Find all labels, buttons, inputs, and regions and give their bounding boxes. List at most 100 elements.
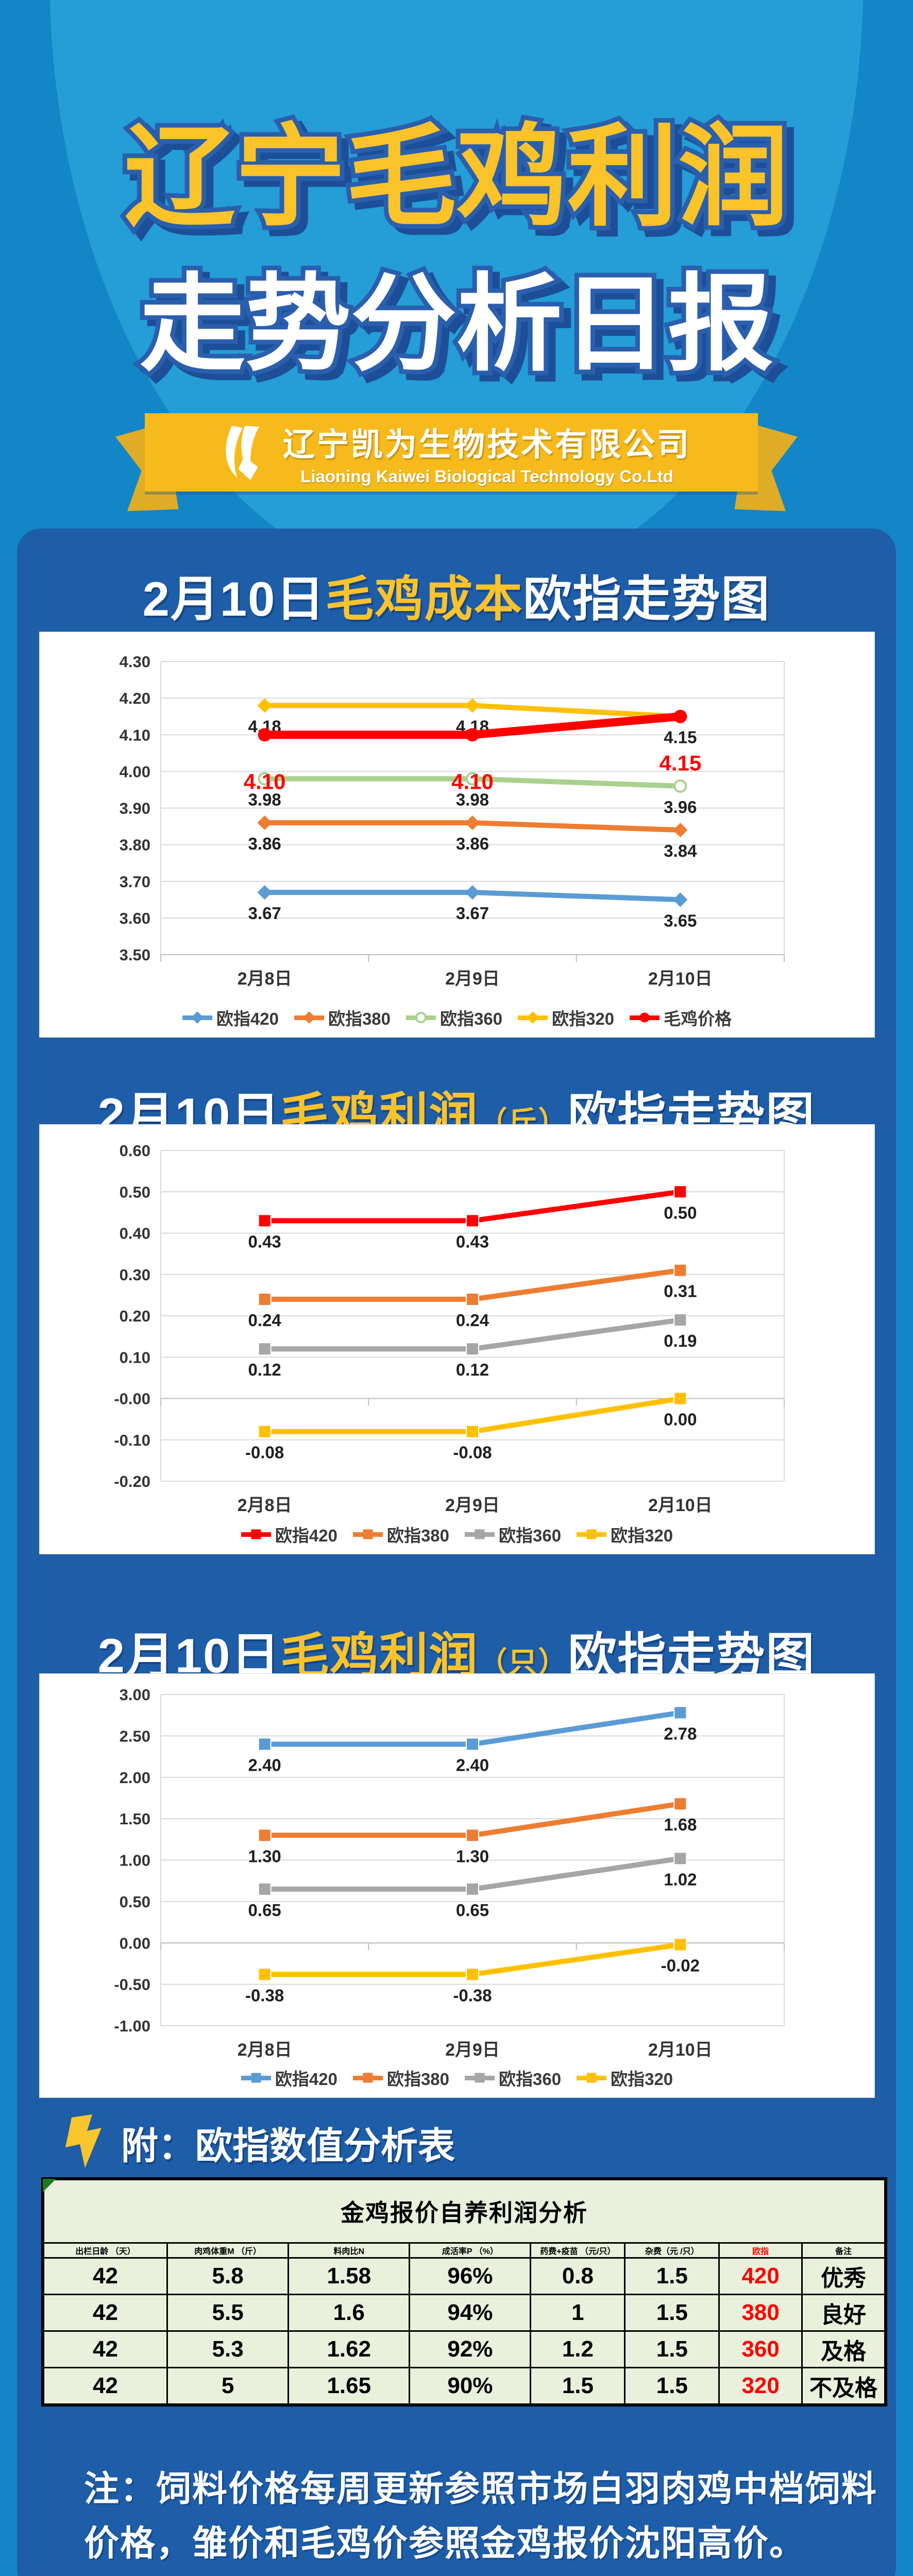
legend-item: 欧指360 [406,1005,502,1030]
svg-text:3.96: 3.96 [664,798,697,817]
svg-text:2.00: 2.00 [120,1769,150,1787]
company-name-cn: 辽宁凯为生物技术有限公司 [282,427,691,463]
footnote: 注：饲料价格每周更新参照市场白羽肉鸡中档饲料 价格，雏价和毛鸡价参照金鸡报价沈阳… [84,2462,877,2571]
table-cell: 1.5 [624,2367,720,2405]
svg-text:0.19: 0.19 [664,1331,697,1350]
svg-text:2月10日: 2月10日 [648,1496,713,1515]
table-section-heading: 附：欧指数值分析表 [63,2114,455,2170]
table-cell: 320 [718,2367,803,2405]
section-heading-cost: 2月10日毛鸡成本欧指走势图 [17,566,896,639]
table-cell: 1.6 [288,2294,411,2332]
table-header-cell: 料肉比N [288,2242,411,2259]
svg-text:3.98: 3.98 [456,790,489,809]
table-cell: 96% [409,2257,532,2295]
company-name-en: Liaoning Kaiwei Biological Technology Co… [300,467,673,486]
table-row: 42 5.3 1.62 92% 1.2 1.5 360 及格 [42,2330,886,2368]
table-header-cell: 成活率P （%） [409,2242,532,2259]
svg-text:1.30: 1.30 [248,1846,281,1866]
table-row: 42 5.8 1.58 96% 0.8 1.5 420 优秀 [42,2257,886,2295]
legend-item: 欧指380 [352,2065,449,2090]
profit-per-jin-chart-card: 0.60 0.50 0.40 0.30 0.20 0.10 -0.00 -0.10 -0.20 2… [39,1124,875,1554]
svg-text:0.12: 0.12 [248,1360,281,1379]
svg-text:0.00: 0.00 [120,1934,150,1952]
profit-per-jin-chart: 0.60 0.50 0.40 0.30 0.20 0.10 -0.00 -0.10 -0.20 2… [114,1142,785,1515]
table-row: 42 5.5 1.6 94% 1 1.5 380 良好 [42,2294,886,2332]
svg-text:3.98: 3.98 [248,790,281,809]
svg-text:0.50: 0.50 [120,1893,150,1911]
svg-text:2月8日: 2月8日 [238,2040,292,2060]
heading-highlight: 毛鸡成本 [325,572,523,626]
legend-item: 欧指320 [577,1522,673,1547]
svg-text:3.67: 3.67 [456,904,489,923]
svg-text:-0.02: -0.02 [661,1956,700,1975]
table-cell: 42 [42,2257,168,2295]
table-cell: 1.65 [288,2367,411,2405]
profit-per-bird-chart-card: 3.00 2.50 2.00 1.50 1.00 0.50 0.00 -0.50 -1.00 2月… [39,1673,875,2098]
svg-text:0.50: 0.50 [664,1203,697,1222]
table-heading-text: 附：欧指数值分析表 [121,2125,455,2167]
svg-text:1.30: 1.30 [456,1846,489,1866]
legend-item: 毛鸡价格 [630,1005,732,1030]
table-cell: 1.5 [624,2257,720,2295]
legend-item: 欧指420 [241,1522,337,1547]
legend-item: 欧指320 [577,2065,673,2090]
svg-text:-0.20: -0.20 [114,1472,150,1490]
svg-text:4.00: 4.00 [120,762,150,781]
cost-trend-chart: 4.30 4.20 4.10 4.00 3.90 3.80 3.70 3.60 3.50 2月8日… [120,653,785,989]
table-cell: 1.5 [624,2294,720,2332]
svg-text:0.12: 0.12 [456,1360,489,1379]
svg-text:4.10: 4.10 [244,769,286,793]
svg-text:1.50: 1.50 [120,1810,150,1828]
svg-text:-0.38: -0.38 [453,1986,492,2005]
heading-date: 2月10日 [142,572,326,626]
main-title-line1: 辽宁毛鸡利润 [120,110,793,244]
table-header-cell: 肉鸡体重M （斤） [166,2242,290,2259]
content-panel: 2月10日毛鸡成本欧指走势图 4.30 4.20 4.10 4.00 3.90 3.80 3… [17,529,896,2576]
cost-trend-chart-card: 4.30 4.20 4.10 4.00 3.90 3.80 3.70 3.60 3.50 2月8日… [39,632,875,1038]
footnote-line1: 注：饲料价格每周更新参照市场白羽肉鸡中档饲料 [84,2469,878,2509]
svg-text:2月9日: 2月9日 [445,1496,500,1515]
svg-text:2月8日: 2月8日 [238,1496,292,1515]
svg-text:-0.08: -0.08 [245,1443,284,1462]
table-cell: 1.62 [288,2330,411,2368]
table-cell: 不及格 [801,2367,886,2405]
legend-item: 欧指360 [465,1522,561,1547]
svg-text:0.00: 0.00 [664,1410,697,1429]
company-logo-icon [226,426,259,480]
svg-text:3.65: 3.65 [664,911,697,930]
svg-text:-0.50: -0.50 [114,1976,150,1994]
svg-text:0.10: 0.10 [120,1348,150,1366]
svg-text:-0.38: -0.38 [245,1986,284,2005]
profit-analysis-table: 金鸡报价自养利润分析 出栏日龄 （天） 肉鸡体重M （斤） 料肉比N 成活率P （%）药… [42,2179,886,2405]
table-cell: 92% [409,2330,532,2368]
svg-text:0.31: 0.31 [664,1282,697,1301]
table-cell: 5 [166,2367,290,2405]
svg-text:3.86: 3.86 [456,834,489,853]
svg-text:-0.08: -0.08 [453,1443,492,1462]
footnote-line2: 价格，雏价和毛鸡价参照金鸡报价沈阳高价。 [84,2524,806,2563]
table-header-cell: 出栏日龄 （天） [42,2242,168,2259]
table-title: 金鸡报价自养利润分析 [43,2179,886,2244]
svg-text:0.65: 0.65 [248,1901,281,1920]
table-header-cell: 备注 [801,2242,886,2259]
table-cell: 5.5 [166,2294,290,2332]
svg-text:2月10日: 2月10日 [648,969,713,989]
svg-text:4.30: 4.30 [120,653,150,671]
svg-text:0.43: 0.43 [456,1232,489,1251]
svg-text:4.10: 4.10 [451,769,494,793]
table-cell: 42 [42,2330,168,2368]
table-cell: 94% [409,2294,532,2332]
svg-text:-0.00: -0.00 [114,1390,150,1408]
svg-text:4.15: 4.15 [659,751,701,775]
company-banner: 辽宁凯为生物技术有限公司 Liaoning Kaiwei Biological … [145,413,758,492]
table-cell: 380 [718,2294,803,2332]
svg-text:0.40: 0.40 [120,1225,150,1243]
svg-text:2.78: 2.78 [664,1724,697,1743]
svg-text:3.84: 3.84 [664,841,697,860]
heading-unit: （只） [478,1646,568,1679]
table-cell: 5.3 [166,2330,290,2368]
table-cell: 42 [42,2294,168,2332]
svg-text:3.67: 3.67 [248,904,281,923]
svg-text:3.70: 3.70 [120,873,150,891]
yellow-arrow-icon [65,2114,102,2168]
